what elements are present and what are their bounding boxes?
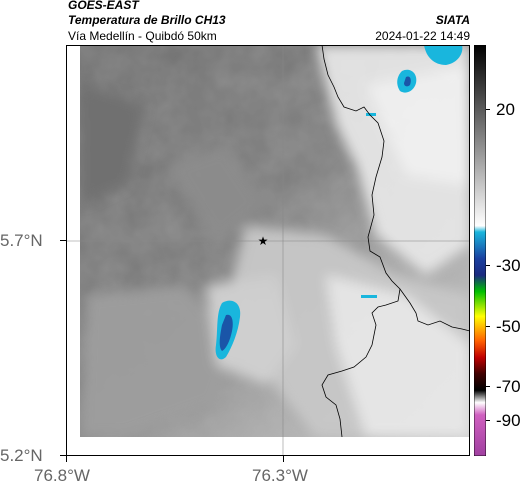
colorbar-tick-minus90 [486,420,490,421]
lat-tick-5-2 [60,455,66,456]
source-title: GOES-EAST [68,0,139,12]
department-border [321,45,401,438]
cold-cloud-streak [361,295,377,298]
colorbar-tick-minus70 [486,386,490,387]
colorbar-tick-minus30 [486,265,490,266]
colorbar-label-minus70: -70 [496,377,521,396]
lat-tick-5-7 [60,240,66,241]
cold-cloud-top-south [215,300,241,360]
colorbar-tick-20 [486,109,490,110]
colorbar-label-20: 20 [496,100,515,119]
lon-label-76-3: 76.3°W [252,466,308,485]
cold-cloud-top-north [397,45,463,93]
colorbar-label-minus50: -50 [496,317,521,336]
colorbar-tick-minus50 [486,326,490,327]
lon-tick-76-8 [66,456,67,462]
colorbar [474,45,486,456]
location-star-icon: ★ [258,234,269,248]
colorbar-label-minus90: -90 [496,411,521,430]
lon-label-76-8: 76.8°W [34,466,90,485]
department-border-east [399,288,470,332]
brightness-temperature-map: ★ [66,45,470,456]
cold-cloud-speck [366,113,376,116]
lat-label-5-2: 5.2°N [0,446,43,465]
lat-label-5-7: 5.7°N [0,231,43,250]
region-subtitle: Vía Medellín - Quibdó 50km [68,29,217,43]
colorbar-label-minus30: -30 [496,256,521,275]
lon-tick-76-3 [283,456,284,462]
datetime-label: 2024-01-22 14:49 [375,29,470,43]
agency-label: SIATA [435,13,470,27]
product-title: Temperatura de Brillo CH13 [68,13,226,27]
